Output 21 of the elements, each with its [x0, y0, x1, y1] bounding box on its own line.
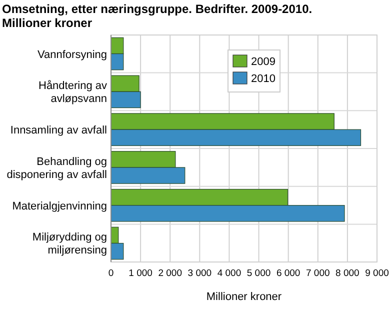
x-tick-label: 2 000 [158, 268, 182, 279]
x-tick-label: 5 000 [246, 268, 271, 279]
legend-label: 2009 [251, 56, 276, 68]
x-tick-label: 0 [108, 268, 114, 279]
chart-title: Omsetning, etter næringsgruppe. Bedrifter. 2009-2010. [2, 2, 312, 16]
y-tick-label: Behandling og disponering av avfall [6, 156, 107, 181]
y-tick-label: Håndtering av avløpsvann [38, 80, 108, 106]
x-tick-label: 3 000 [188, 268, 212, 279]
y-tick-label: Innsamling av avfall [10, 124, 107, 137]
y-tick-label: Materialgjenvinning [12, 200, 107, 212]
y-tick-label: Miljørydding og miljørensing [32, 232, 107, 257]
legend-label: 2010 [251, 73, 276, 85]
x-tick-label: 6 000 [276, 268, 300, 279]
x-tick-label: 8 000 [336, 268, 360, 279]
x-tick-label: 7 000 [306, 268, 330, 279]
x-tick-label: 4 000 [217, 268, 242, 279]
x-tick-label: 9 000 [365, 268, 389, 279]
chart-subtitle: Millioner kroner [2, 16, 92, 30]
x-axis-title: Millioner kroner [206, 291, 282, 303]
y-tick-label: Vannforsyning [37, 48, 107, 61]
x-tick-label: 1 000 [128, 268, 152, 279]
